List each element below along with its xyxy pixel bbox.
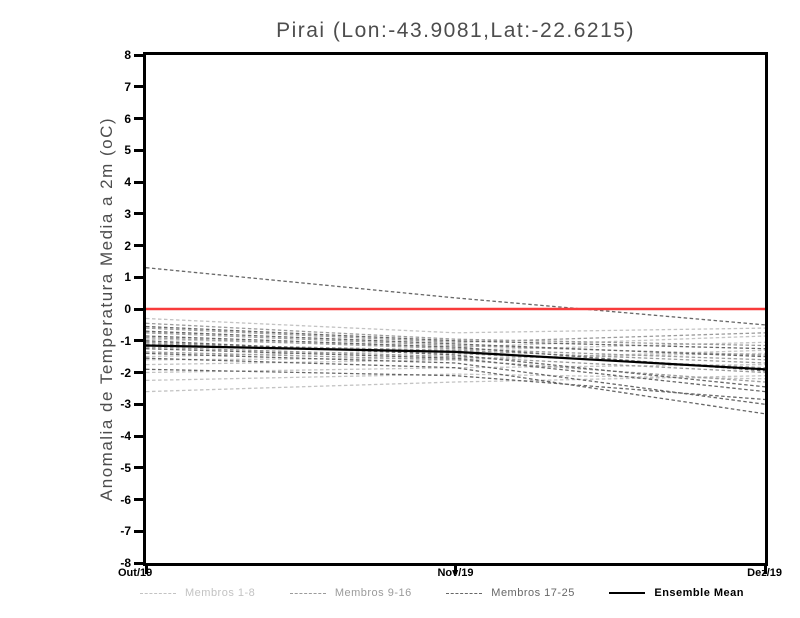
member-line [146, 322, 765, 347]
y-tick [134, 53, 143, 57]
member-line [146, 357, 765, 415]
legend-swatch-membros-1-8 [140, 592, 176, 594]
member-line [146, 373, 765, 382]
y-tick [134, 371, 143, 374]
member-line [146, 330, 765, 358]
member-line [146, 325, 765, 350]
y-tick [134, 402, 143, 406]
y-tick [134, 212, 143, 216]
x-tick-label-dez19: Dez/19 [747, 567, 782, 579]
member-line [146, 352, 765, 405]
y-tick [134, 339, 143, 343]
y-tick [134, 529, 143, 533]
legend-swatch-ensemble-mean [609, 592, 646, 594]
member-line [146, 352, 765, 361]
legend-label-membros-17-25: Membros 17-25 [491, 587, 575, 599]
y-tick [134, 307, 143, 311]
plot-frame [143, 52, 768, 566]
legend-item-membros-9-16: Membros 9-16 [289, 587, 412, 599]
legend-label-ensemble-mean: Ensemble Mean [654, 587, 744, 599]
y-tick [134, 148, 143, 152]
member-line [146, 327, 765, 343]
y-tick [134, 275, 143, 279]
legend-label-membros-9-16: Membros 9-16 [334, 587, 412, 599]
member-line [146, 375, 765, 393]
member-line [146, 346, 765, 374]
y-tick [134, 117, 143, 120]
member-line [146, 351, 765, 383]
legend-swatch-membros-9-16 [289, 592, 326, 594]
x-tick [144, 565, 148, 574]
y-tick [134, 180, 143, 184]
member-line [146, 348, 765, 393]
y-tick [134, 561, 143, 565]
x-tick-label-nov19: Nov/19 [437, 567, 474, 579]
member-line [146, 267, 765, 326]
member-line [146, 336, 765, 361]
x-tick [454, 565, 457, 574]
x-tick-label-out19: Out/19 [118, 567, 153, 579]
y-tick [134, 498, 143, 501]
legend-item-membros-1-8: Membros 1-8 [140, 587, 255, 599]
member-line [146, 368, 765, 401]
x-tick [763, 565, 767, 574]
legend-item-membros-17-25: Membros 17-25 [446, 587, 575, 599]
y-tick [134, 434, 143, 438]
member-line [146, 340, 765, 388]
legend-label-membros-1-8: Membros 1-8 [185, 587, 256, 599]
legend-swatch-membros-17-25 [446, 592, 483, 594]
ensemble-mean-line [146, 344, 765, 371]
legend-item-ensemble-mean: Ensemble Mean [609, 587, 744, 599]
y-axis-label: Anomalia de Temperatura Media a 2m (oC) [97, 116, 116, 502]
ensemble-lines-plot [146, 267, 765, 415]
y-tick [134, 244, 143, 247]
y-tick [134, 466, 143, 470]
chart-title: Pirai (Lon:-43.9081,Lat:-22.6215) [276, 19, 635, 42]
legend: Membros 1-8 Membros 9-16 Membros 17-25 E… [140, 587, 744, 599]
y-tick [134, 85, 143, 89]
member-line [146, 349, 765, 366]
member-line [146, 317, 765, 334]
